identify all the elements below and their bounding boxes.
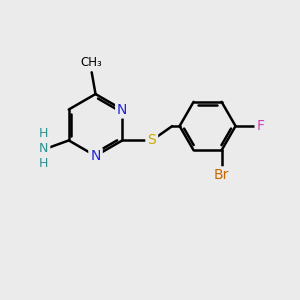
Text: N: N <box>90 149 101 163</box>
Text: S: S <box>147 134 156 147</box>
Text: F: F <box>256 119 265 133</box>
Text: N: N <box>117 103 128 116</box>
Text: CH₃: CH₃ <box>81 56 103 69</box>
Text: Br: Br <box>214 168 229 182</box>
Text: H
N
H: H N H <box>39 128 49 170</box>
